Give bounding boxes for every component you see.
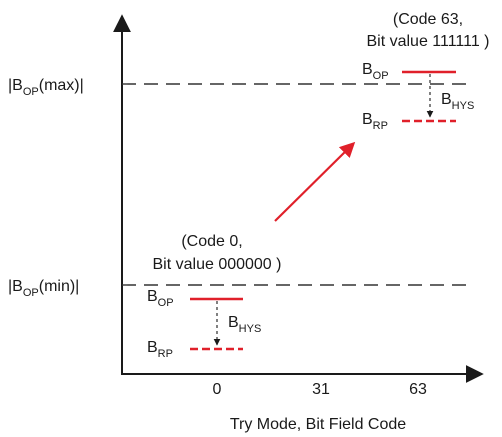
code-0-bop-label: BOP	[147, 288, 174, 309]
code-63-group: (Code 63, Bit value 111111 ) BOP BHYS BR…	[362, 11, 490, 132]
code-0-caption-line1: (Code 0,	[181, 233, 242, 250]
code-0-group: (Code 0, Bit value 000000 ) BOP BHYS BRP	[147, 233, 281, 360]
x-axis-title: Try Mode, Bit Field Code	[230, 416, 406, 433]
code-0-brp-label: BRP	[147, 339, 173, 360]
code-0-bhys-label: BHYS	[228, 314, 261, 335]
y-label-bop-min: |BOP(min)|	[8, 278, 79, 299]
code-63-brp-label: BRP	[362, 111, 388, 132]
shift-arrow	[274, 141, 356, 222]
x-tick-0: 0	[213, 381, 222, 398]
code-0-caption-line2: Bit value 000000 )	[153, 256, 282, 273]
y-label-bop-max: |BOP(max)|	[8, 77, 84, 98]
x-tick-31: 31	[312, 381, 330, 398]
code-63-caption-line1: (Code 63,	[393, 11, 463, 28]
x-tick-63: 63	[409, 381, 427, 398]
code-63-bop-label: BOP	[362, 61, 389, 82]
code-63-bhys-label: BHYS	[441, 91, 474, 112]
code-63-caption-line2: Bit value 111111 )	[366, 33, 489, 50]
